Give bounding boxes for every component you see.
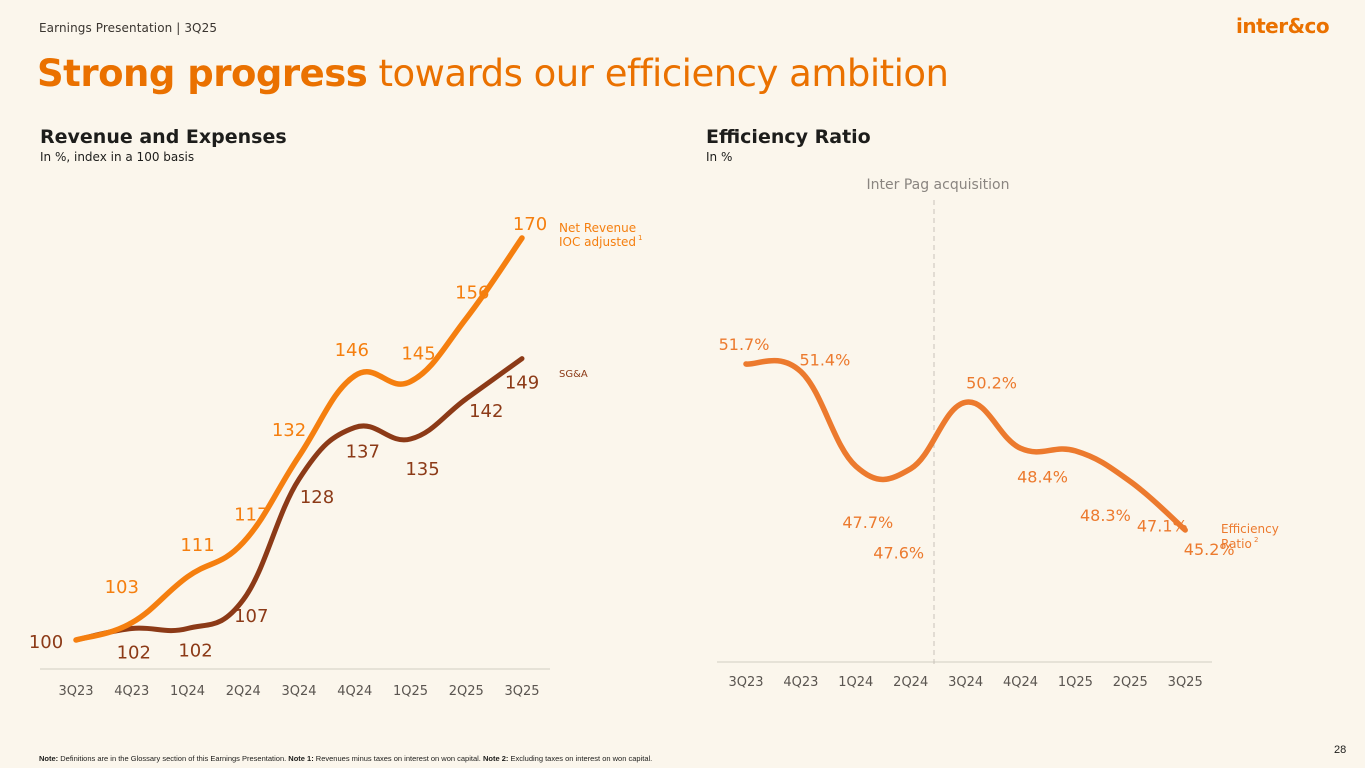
page-number: 28 [1334,744,1347,756]
revenue-x-tick-label: 4Q24 [337,684,372,699]
note-text: Definitions are in the Glossary section … [58,754,289,763]
revenue-x-tick-label: 3Q25 [504,684,539,699]
revenue-x-tick-label: 3Q23 [58,684,93,699]
sga-data-label: 149 [505,373,539,394]
efficiency-data-label: 47.7% [842,513,893,532]
efficiency-data-label: 51.4% [799,351,850,370]
sga-data-label: 102 [117,643,151,664]
note-label: Note: [39,754,59,763]
efficiency-chart-title: Efficiency Ratio [706,126,871,148]
efficiency-data-label: 48.3% [1080,506,1131,525]
efficiency-legend-label-line2: Ratio [1221,537,1252,551]
efficiency-legend-superscript: 2 [1254,536,1258,544]
sga-data-label: 142 [469,401,503,422]
efficiency-data-label: 45.2% [1184,540,1235,559]
efficiency-data-label: 51.7% [719,335,770,354]
efficiency-data-label: 47.1% [1137,516,1188,535]
efficiency-x-tick-label: 3Q24 [948,675,983,690]
efficiency-x-tick-label: 2Q25 [1113,675,1148,690]
sga-legend-label: SG&A [559,369,588,380]
revenue-x-tick-label: 2Q24 [226,684,261,699]
efficiency-x-tick-label: 3Q23 [728,675,763,690]
efficiency-x-tick-label: 1Q24 [838,675,873,690]
page-title-bold: Strong progress [37,52,368,95]
page-title: Strong progress towards our efficiency a… [37,52,949,95]
efficiency-data-label: 48.4% [1017,467,1068,486]
revenue-x-tick-label: 1Q25 [393,684,428,699]
revenue-x-tick-label: 3Q24 [281,684,316,699]
efficiency-x-tick-label: 4Q23 [783,675,818,690]
efficiency-data-label: 47.6% [873,544,924,563]
efficiency-data-label: 50.2% [966,373,1017,392]
sga-data-label: 137 [346,442,380,463]
sga-data-label: 107 [234,606,268,627]
net-revenue-data-label: 145 [401,344,435,365]
page-title-regular: towards our efficiency ambition [367,52,949,95]
net-revenue-data-label: 117 [234,504,268,525]
note2-text: Excluding taxes on interest on won capit… [508,754,653,763]
efficiency-x-tick-label: 4Q24 [1003,675,1038,690]
net-revenue-data-label: 111 [180,535,214,556]
footnote: Note: Definitions are in the Glossary se… [39,754,652,763]
inter-and-co-logo: inter&co [1236,14,1330,38]
note1-label: Note 1: [288,754,314,763]
net-revenue-series-line [73,235,525,643]
breadcrumb: Earnings Presentation | 3Q25 [39,21,218,35]
note2-label: Note 2: [482,754,509,763]
net-revenue-data-label: 146 [335,340,369,361]
net-revenue-data-label: 103 [105,577,139,598]
sga-data-label: 128 [300,487,334,508]
efficiency-x-tick-label: 1Q25 [1058,675,1093,690]
efficiency-chart-subtitle: In % [706,150,733,164]
net-revenue-legend-superscript: 1 [638,234,642,242]
revenue-x-tick-label: 4Q23 [114,684,149,699]
sga-data-label: 135 [405,459,439,480]
net-revenue-data-label: 170 [513,214,547,235]
sga-series-line [73,356,525,643]
acquisition-annotation: Inter Pag acquisition [867,177,1010,193]
revenue-chart-title: Revenue and Expenses [40,126,287,148]
sga-data-label: 102 [178,641,212,662]
efficiency-x-tick-label: 2Q24 [893,675,928,690]
net-revenue-data-label: 156 [455,282,489,303]
net-revenue-data-label: 100 [29,632,63,653]
revenue-x-tick-label: 2Q25 [449,684,484,699]
revenue-x-tick-label: 1Q24 [170,684,205,699]
net-revenue-legend-label: Net Revenue [559,221,636,235]
efficiency-x-tick-label: 3Q25 [1168,675,1203,690]
revenue-chart-subtitle: In %, index in a 100 basis [40,150,195,164]
efficiency-legend-label: Efficiency [1221,522,1279,536]
efficiency-series-line [743,357,1188,533]
net-revenue-data-label: 132 [272,420,306,441]
note1-text: Revenues minus taxes on interest on won … [313,754,483,763]
net-revenue-legend-label-line2: IOC adjusted [559,235,636,249]
